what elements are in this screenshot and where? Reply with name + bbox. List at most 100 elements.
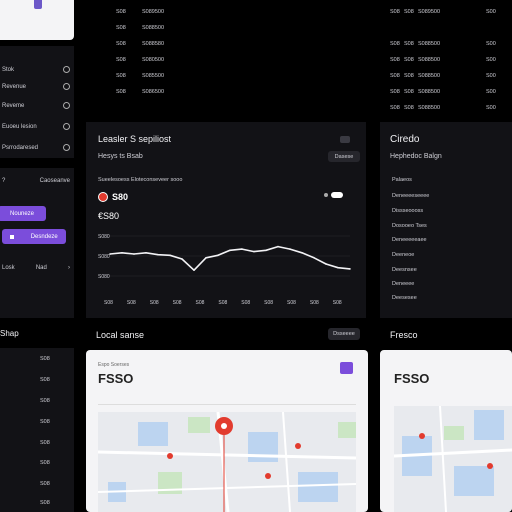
section-header: ? Caoseanve xyxy=(2,178,70,184)
map-controls xyxy=(98,396,356,405)
y-tick-label: S080 xyxy=(98,274,110,280)
chart-legend-text: Sueelesoess Eloteconseveer sooo xyxy=(98,177,183,183)
list-item: Deneeee xyxy=(392,281,415,287)
data-point xyxy=(325,263,327,265)
table-cell: S08 xyxy=(404,89,414,95)
table-cell: S08 xyxy=(116,89,126,95)
table-cell: S00 xyxy=(486,105,496,111)
chart-value-1: S80 xyxy=(98,192,128,202)
data-point xyxy=(109,253,111,255)
sidebar-item-label: Euoeu lesion xyxy=(2,123,37,130)
sidebar-footer: Losk Nad › xyxy=(2,265,70,271)
table-cell: S088500 xyxy=(142,25,165,31)
map-card-2: FSSO xyxy=(380,350,512,512)
data-point xyxy=(277,245,279,248)
table-cell: S089500 xyxy=(142,9,165,15)
sidebar-item-revenue[interactable]: Revenue xyxy=(2,83,70,90)
right-table: S08 S08 S089500 S00 S08 S08 S088500 S00 S08 S08… xyxy=(386,6,512,116)
data-point xyxy=(313,256,315,259)
sidebar-item-reveme[interactable]: Reveme xyxy=(2,102,70,109)
x-tick-label: S08 xyxy=(310,300,319,306)
x-tick-label: S08 xyxy=(333,300,342,306)
table-cell: S08 xyxy=(390,57,400,63)
sidebar-item-label: Reveme xyxy=(2,102,25,109)
sidebar-item-label: Psrrodaresed xyxy=(2,144,39,151)
sidebar-item-label: Stok xyxy=(2,66,15,73)
table-cell: S08 xyxy=(404,41,414,47)
list-item: S08 xyxy=(40,377,50,383)
map-marker-icon[interactable] xyxy=(487,463,493,469)
data-point xyxy=(169,254,171,257)
local-panel-title: Local sanse xyxy=(96,330,145,340)
map-marker-icon[interactable] xyxy=(419,433,425,439)
sidebar-item-psrro[interactable]: Psrrodaresed xyxy=(2,144,70,151)
map-action-button[interactable] xyxy=(340,362,353,374)
data-point xyxy=(241,248,243,250)
right-panel-title: Ciredo xyxy=(390,134,420,145)
secondary-button[interactable]: Desndeze xyxy=(2,229,66,244)
table-cell: S08 xyxy=(390,73,400,79)
sidebar-item-stok[interactable]: Stok xyxy=(2,66,70,73)
table-cell: S08 xyxy=(404,105,414,111)
map-pin-icon[interactable] xyxy=(215,417,233,435)
map-card-title: FSSO xyxy=(98,371,134,386)
table-cell: S08 xyxy=(390,89,400,95)
chart-panel-subtitle: Hesys ts Bsab xyxy=(98,153,143,160)
map-view-2[interactable] xyxy=(394,406,512,512)
table-cell: S00 xyxy=(486,89,496,95)
chart-filter-pill[interactable]: Dasese xyxy=(328,151,360,162)
data-point xyxy=(229,249,231,252)
list-item: Deesesee xyxy=(392,295,417,301)
table-cell: S08 xyxy=(116,57,126,63)
map-marker-icon[interactable] xyxy=(265,473,271,479)
chart-toggle[interactable] xyxy=(324,192,343,198)
list-item: Dissseoooss xyxy=(392,208,424,214)
primary-button[interactable]: Nouneze xyxy=(0,206,46,221)
local-filter-pill[interactable]: Dsseeee xyxy=(328,328,360,340)
help-icon: ? xyxy=(2,178,6,184)
footer-left: Losk xyxy=(2,265,15,271)
list-item: Deneeeeseeee xyxy=(392,193,430,199)
table-cell: S08 xyxy=(116,25,126,31)
data-point xyxy=(157,253,159,256)
sidebar: Stok Revenue Reveme Euoeu lesion Psrroda… xyxy=(0,46,74,158)
data-point xyxy=(217,254,219,257)
table-cell: S08 xyxy=(390,9,400,15)
right-bottom-title: Fresco xyxy=(390,330,418,340)
table-cell: S088580 xyxy=(142,41,165,47)
table-cell: S088500 xyxy=(418,57,441,63)
table-cell: S08 xyxy=(390,105,400,111)
chart-value-2: €S80 xyxy=(98,211,120,221)
section-label: Caoseanve xyxy=(39,178,70,184)
map-view[interactable] xyxy=(98,412,356,512)
marker-dot-icon xyxy=(98,192,108,202)
table-cell: S00 xyxy=(486,9,496,15)
chart-value-1-label: S80 xyxy=(112,192,129,202)
list-item: Dosooeo Tses xyxy=(392,223,427,229)
x-tick-label: S08 xyxy=(218,300,227,306)
right-panel: Ciredo Hephedoc Balgn Palaeos Deneeeesee… xyxy=(380,122,512,318)
left-bottom-list: S08 S08 S08 S08 S08 S08 S08 S08 xyxy=(0,348,74,512)
x-tick-label: S08 xyxy=(287,300,296,306)
x-tick-label: S08 xyxy=(196,300,205,306)
list-item: S08 xyxy=(40,356,50,362)
toggle-track xyxy=(331,192,343,198)
top-table: S08 S089500 S08 S088500 S08 S088580 S08 S080… xyxy=(112,6,352,116)
data-point xyxy=(181,258,183,260)
right-panel-subtitle: Hephedoc Balgn xyxy=(390,153,442,160)
info-icon[interactable] xyxy=(340,136,350,143)
circle-icon xyxy=(63,102,70,109)
app-logo-icon xyxy=(34,0,42,9)
map-marker-icon[interactable] xyxy=(167,453,173,459)
chevron-right-icon[interactable]: › xyxy=(67,265,70,271)
data-point xyxy=(193,269,195,271)
y-tick-label: S080 xyxy=(98,254,110,260)
x-tick-label: S08 xyxy=(127,300,136,306)
map-card: Espo Soerses FSSO xyxy=(86,350,368,512)
table-cell: S088500 xyxy=(418,73,441,79)
table-cell: S08 xyxy=(404,57,414,63)
table-cell: S00 xyxy=(486,41,496,47)
x-tick-label: S08 xyxy=(241,300,250,306)
sidebar-item-lesion[interactable]: Euoeu lesion xyxy=(2,123,70,130)
map-marker-icon[interactable] xyxy=(295,443,301,449)
